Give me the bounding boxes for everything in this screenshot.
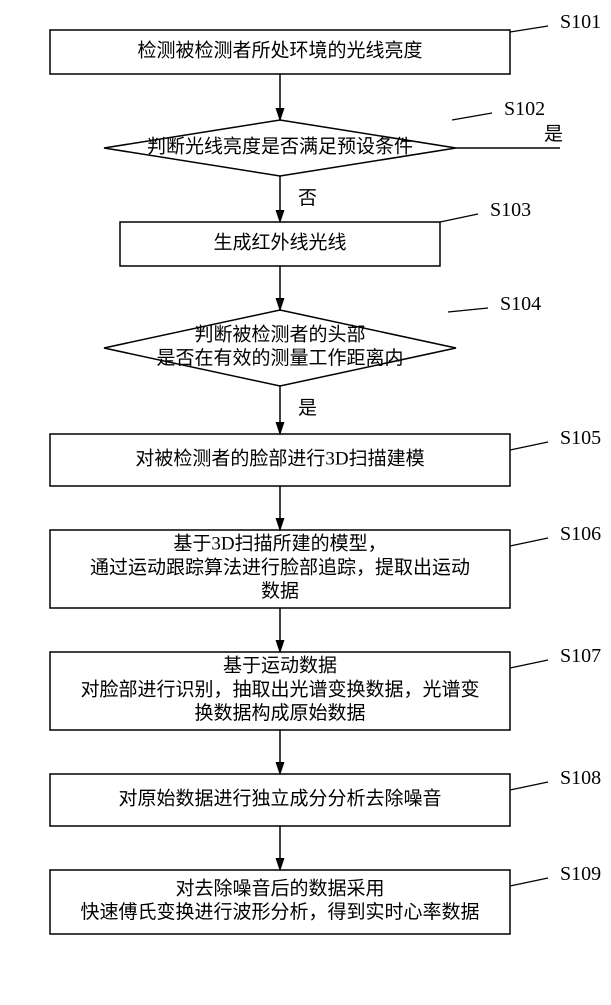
branch-label: 否 bbox=[298, 188, 317, 209]
node-s106: 基于3D扫描所建的模型，通过运动跟踪算法进行脸部追踪，提取出运动数据 bbox=[50, 530, 510, 608]
node-s103: 生成红外线光线 bbox=[120, 222, 440, 266]
node-s104: 判断被检测者的头部是否在有效的测量工作距离内 bbox=[104, 310, 456, 386]
leader-line bbox=[510, 26, 548, 32]
leader-line bbox=[440, 214, 478, 222]
node-s101: 检测被检测者所处环境的光线亮度 bbox=[50, 30, 510, 74]
node-text: 数据 bbox=[261, 580, 299, 602]
node-s109: 对去除噪音后的数据采用快速傅氏变换进行波形分析，得到实时心率数据 bbox=[50, 870, 510, 934]
step-label-s109: S109 bbox=[560, 863, 601, 885]
node-text: 判断被检测者的头部 bbox=[194, 323, 365, 345]
flowchart-canvas: 检测被检测者所处环境的光线亮度 S101 判断光线亮度是否满足预设条件 S102 生成红… bbox=[0, 0, 611, 1000]
node-s102: 判断光线亮度是否满足预设条件 bbox=[104, 120, 456, 176]
node-s108: 对原始数据进行独立成分分析去除噪音 bbox=[50, 774, 510, 826]
step-label-s104: S104 bbox=[500, 293, 541, 315]
leader-line bbox=[510, 782, 548, 790]
step-label-s103: S103 bbox=[490, 199, 531, 221]
node-text: 检测被检测者所处环境的光线亮度 bbox=[137, 39, 422, 61]
node-text: 是否在有效的测量工作距离内 bbox=[156, 347, 403, 369]
node-text: 对去除噪音后的数据采用 bbox=[175, 877, 384, 899]
step-label-s101: S101 bbox=[560, 11, 601, 33]
step-label-s107: S107 bbox=[560, 645, 601, 667]
leader-line bbox=[510, 878, 548, 886]
step-label-s102: S102 bbox=[504, 98, 545, 120]
node-text: 生成红外线光线 bbox=[213, 231, 346, 253]
node-s105: 对被检测者的脸部进行3D扫描建模 bbox=[50, 434, 510, 486]
branch-label: 是 bbox=[298, 398, 317, 419]
node-text: 换数据构成原始数据 bbox=[194, 702, 365, 724]
node-text: 对原始数据进行独立成分分析去除噪音 bbox=[118, 787, 441, 809]
node-text: 基于运动数据 bbox=[223, 655, 337, 677]
node-text: 判断光线亮度是否满足预设条件 bbox=[147, 135, 413, 157]
branch-label: 是 bbox=[544, 124, 563, 145]
leader-line bbox=[448, 308, 488, 312]
node-text: 对被检测者的脸部进行3D扫描建模 bbox=[135, 447, 424, 469]
node-text: 基于3D扫描所建的模型， bbox=[173, 533, 386, 555]
leader-line bbox=[510, 442, 548, 450]
leader-line bbox=[510, 538, 548, 546]
node-text: 通过运动跟踪算法进行脸部追踪，提取出运动 bbox=[90, 556, 470, 578]
step-label-s105: S105 bbox=[560, 427, 601, 449]
step-label-s108: S108 bbox=[560, 767, 601, 789]
leader-line bbox=[510, 660, 548, 668]
step-label-s106: S106 bbox=[560, 523, 601, 545]
leader-line bbox=[452, 113, 492, 120]
node-text: 对脸部进行识别，抽取出光谱变换数据，光谱变 bbox=[80, 678, 479, 700]
node-s107: 基于运动数据对脸部进行识别，抽取出光谱变换数据，光谱变换数据构成原始数据 bbox=[50, 652, 510, 730]
node-text: 快速傅氏变换进行波形分析，得到实时心率数据 bbox=[80, 901, 479, 923]
